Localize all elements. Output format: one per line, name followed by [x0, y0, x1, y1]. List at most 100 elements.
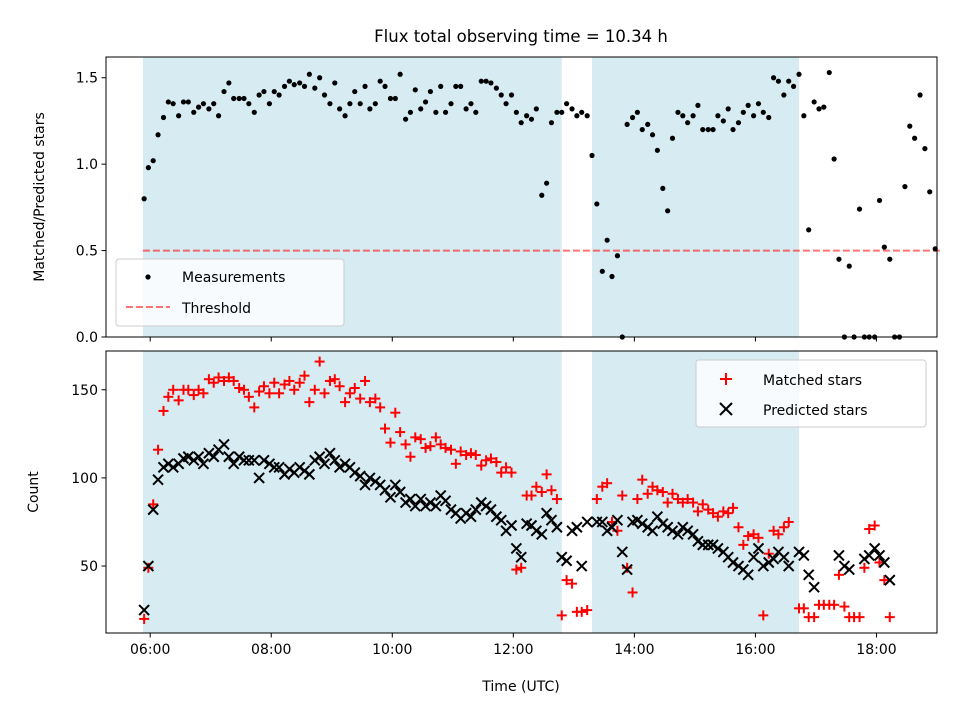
top-panel-frame: [105, 56, 938, 338]
matched-star-point: [470, 449, 481, 460]
predicted-star-point: [530, 525, 543, 537]
bottom-legend: Matched stars Predicted stars: [695, 359, 927, 428]
measurement-point: [317, 75, 323, 81]
matched-star-point: [319, 388, 330, 399]
predicted-star-point: [324, 447, 336, 459]
measurement-point: [730, 126, 736, 133]
matched-star-point: [284, 375, 295, 386]
measurement-point: [563, 101, 570, 107]
predicted-star-point: [470, 503, 482, 516]
measurement-point: [145, 165, 151, 171]
measurement-point: [362, 83, 368, 89]
matched-star-point: [839, 601, 850, 612]
measurement-point: [301, 83, 308, 89]
measurement-point: [826, 69, 832, 76]
measurement-point: [922, 146, 928, 152]
matched-star-point: [692, 506, 703, 517]
predicted-star-point: [702, 539, 714, 551]
measurement-point: [306, 71, 312, 77]
measurement-point: [836, 256, 842, 262]
predicted-star-point: [354, 470, 366, 482]
measurement-point: [614, 253, 621, 259]
measurement-point: [917, 92, 923, 98]
measurement-point: [912, 135, 918, 141]
matched-star-point: [884, 612, 895, 623]
bottom-panel-frame: [105, 350, 938, 634]
measurement-point: [327, 101, 333, 107]
measurement-point: [427, 88, 434, 95]
measurement-point: [554, 109, 560, 115]
matched-star-point: [496, 467, 507, 478]
measurement-point: [781, 92, 787, 98]
y-tick-label: 0.5: [76, 244, 98, 260]
measurement-point: [150, 158, 156, 164]
predicted-star-point: [424, 496, 437, 509]
legend-matched-marker: [720, 373, 732, 385]
top-panel: 0.0 0.5 1.0 1.5 Matched/Predicted stars Mea…: [32, 56, 941, 346]
matched-star-point: [450, 458, 461, 469]
matched-star-point: [173, 395, 184, 406]
measurement-point: [533, 106, 539, 112]
matched-star-point: [158, 405, 169, 416]
x-tick-label: 06:00: [130, 642, 170, 658]
matched-star-point: [420, 442, 431, 453]
measurement-point: [508, 92, 515, 98]
measurement-point: [271, 88, 277, 95]
measurement-point: [196, 104, 202, 110]
matched-star-point: [874, 557, 885, 568]
predicted-star-point: [616, 546, 628, 558]
matched-star-point: [314, 356, 325, 367]
predicted-star-point: [873, 549, 886, 562]
measurement-point: [856, 206, 863, 212]
measurement-point: [367, 106, 373, 112]
measurement-point: [261, 88, 267, 95]
measurement-point: [155, 132, 161, 138]
matched-star-point: [269, 377, 280, 388]
measurement-point: [206, 106, 212, 112]
measurement-point: [211, 101, 217, 107]
matched-star-point: [243, 391, 254, 402]
measurement-point: [241, 95, 247, 102]
measurement-point: [584, 113, 590, 119]
predicted-star-point: [778, 551, 790, 563]
measurements-series: [141, 69, 938, 340]
matched-star-point: [506, 467, 517, 478]
measurement-point: [402, 116, 409, 122]
matched-star-point: [264, 388, 275, 399]
predicted-star-point: [767, 553, 780, 565]
predicted-star-point: [798, 549, 810, 562]
measurement-point: [387, 95, 394, 102]
measurement-point: [685, 120, 691, 126]
predicted-star-point: [843, 563, 855, 576]
matched-star-point: [415, 434, 426, 445]
matched-star-point: [733, 522, 744, 533]
y-tick-label: 0.0: [76, 330, 98, 346]
predicted-star-point: [505, 519, 518, 532]
matched-star-point: [617, 490, 628, 501]
measurement-point: [266, 101, 273, 107]
top-y-axis-label: Matched/Predicted stars: [32, 112, 48, 282]
predicted-star-point: [485, 503, 497, 516]
measurement-point: [790, 83, 797, 89]
measurement-point: [347, 101, 353, 107]
measurement-point: [407, 109, 414, 115]
matched-star-point: [485, 453, 496, 464]
x-tick-label: 16:00: [735, 642, 775, 658]
measurement-point: [669, 135, 676, 141]
y-tick-label: 100: [71, 471, 98, 487]
predicted-star-point: [651, 510, 664, 523]
predicted-star-point: [273, 461, 285, 474]
predicted-star-point: [757, 560, 770, 572]
measurement-point: [932, 246, 938, 252]
measurement-point: [493, 85, 499, 91]
top-x-ticks: [149, 337, 877, 342]
predicted-star-point: [536, 528, 548, 541]
measurement-point: [725, 106, 731, 112]
predicted-star-point: [576, 560, 588, 572]
predicted-star-point: [394, 486, 406, 498]
matched-star-point: [228, 375, 239, 386]
predicted-star-point: [197, 458, 210, 470]
matched-star-point: [531, 481, 542, 492]
bottom-panel: 06:00 08:00 10:00 12:00 14:00 16:00 18:00 50 10…: [26, 350, 938, 695]
predicted-star-point: [540, 507, 553, 519]
